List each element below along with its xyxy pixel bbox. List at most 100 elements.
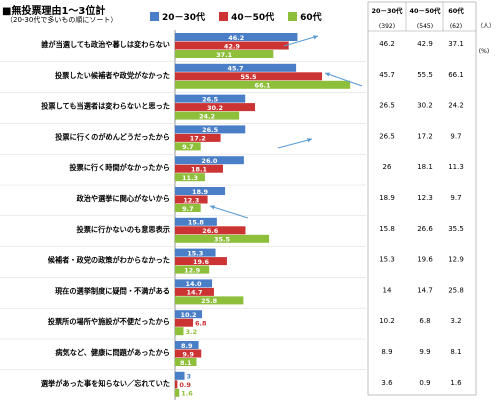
- bar: [175, 341, 199, 349]
- category-label: 投票しても当選者は変わらないと思った: [41, 102, 170, 111]
- bar: [175, 234, 270, 243]
- bar-data-label: 26.6: [202, 227, 219, 235]
- bar: [175, 358, 197, 366]
- bar: [175, 80, 351, 89]
- legend-swatch-60: [288, 12, 298, 21]
- annotation-arrowhead: [210, 205, 215, 210]
- bar-data-label: 19.6: [193, 258, 210, 266]
- chart-title: ■無投票理由1～3位計: [2, 6, 106, 17]
- bar: [175, 142, 201, 151]
- bar: [175, 111, 240, 120]
- table-cell: 1.6: [450, 379, 462, 387]
- table-cell: 8.9: [381, 348, 392, 356]
- bar-data-label: 10.2: [180, 311, 196, 319]
- bar-data-label: 14.7: [186, 289, 202, 297]
- table-base-count: (545): [417, 23, 433, 30]
- table-cell: 15.3: [379, 256, 395, 264]
- table-cell: 26.5: [379, 102, 395, 110]
- table-cell: 35.5: [448, 225, 464, 233]
- category-label: 投票に行くのがめんどうだったから: [55, 132, 170, 141]
- bar: [175, 327, 184, 336]
- bar-data-label: 6.8: [195, 320, 207, 328]
- table-cell: 15.8: [379, 225, 395, 233]
- bar: [175, 371, 185, 380]
- table-cell: 19.6: [417, 256, 433, 264]
- table-cell: 12.9: [448, 256, 464, 264]
- bar-data-label: 12.3: [183, 196, 199, 204]
- bar-data-label: 35.5: [214, 236, 231, 244]
- legend-label-60: 60代: [300, 13, 322, 23]
- bar: [175, 310, 203, 319]
- bar: [175, 103, 256, 112]
- category-label: 選挙があった事を知らない／忘れていた: [41, 379, 170, 388]
- table-header: 60代: [448, 6, 464, 15]
- bar-data-label: 18.9: [192, 188, 209, 196]
- bar: [175, 33, 298, 41]
- bar: [175, 72, 323, 81]
- bar: [175, 125, 246, 134]
- bar-data-label: 9.7: [182, 205, 194, 213]
- category-label: 候補者・政党の政策がわからなかった: [48, 256, 170, 265]
- table-cell: 55.5: [417, 71, 433, 79]
- bar-data-label: 66.1: [255, 82, 272, 90]
- bar-data-label: 15.3: [187, 249, 203, 257]
- bar-data-label: 9.9: [182, 350, 194, 358]
- bar: [175, 257, 227, 266]
- table-cell: 30.2: [417, 102, 433, 110]
- bar-data-label: 8.9: [181, 342, 193, 350]
- table-cell: 42.9: [417, 40, 433, 48]
- bar: [175, 41, 289, 50]
- bar: [175, 133, 221, 142]
- table-header: 40－50代: [409, 6, 441, 15]
- category-label: 政治や選挙に関心がないから: [77, 194, 170, 203]
- bar-data-label: 25.8: [201, 297, 218, 305]
- table-cell: 9.7: [450, 132, 461, 140]
- bar: [175, 187, 226, 195]
- table-header: 20－30代: [371, 6, 403, 15]
- legend-item-60: 60代: [288, 10, 322, 23]
- bar-data-label: 11.3: [182, 174, 198, 182]
- table-cell: 9.7: [450, 194, 461, 202]
- table-unit-pct: (%): [479, 48, 489, 55]
- category-label: 現在の選挙制度に疑問・不満がある: [55, 286, 170, 295]
- bar-data-label: 24.2: [199, 112, 215, 120]
- category-label: 投票所の場所や施設が不便だったから: [48, 317, 170, 326]
- table-cell: 8.1: [450, 348, 461, 356]
- bar: [175, 226, 246, 235]
- bar-data-label: 46.2: [228, 34, 244, 42]
- annotation-arrowhead: [325, 72, 330, 77]
- table-cell: 26.6: [417, 225, 433, 233]
- bar-data-label: 8.1: [180, 359, 192, 367]
- table-unit-people: （人）: [477, 23, 495, 30]
- table-cell: 3.2: [450, 317, 461, 325]
- bar-data-label: 45.7: [228, 65, 244, 73]
- bar-data-label: 15.8: [188, 219, 205, 227]
- table-cell: 25.8: [448, 286, 464, 294]
- table-cell: 17.2: [417, 132, 433, 140]
- bar-data-label: 3: [187, 373, 192, 381]
- bar: [175, 204, 201, 212]
- bar: [175, 296, 244, 305]
- table-cell: 37.1: [448, 40, 464, 48]
- table-cell: 12.3: [417, 194, 433, 202]
- table-cell: 3.6: [381, 379, 393, 387]
- category-label: 投票したい候補者や政党がなかった: [55, 71, 170, 80]
- table-cell: 66.1: [448, 71, 464, 79]
- bar: [175, 380, 178, 389]
- table-base-count: (62): [450, 23, 462, 30]
- legend-item-40-50: 40－50代: [219, 10, 274, 23]
- legend-item-20-30: 20－30代: [150, 10, 205, 23]
- bar-data-label: 26.5: [202, 126, 219, 134]
- bar: [175, 195, 208, 204]
- annotation-arrow: [283, 35, 319, 47]
- bar-data-label: 9.7: [182, 143, 194, 151]
- bar-data-label: 42.9: [224, 42, 241, 50]
- bar-data-label: 3.2: [185, 328, 197, 336]
- table-cell: 14.7: [417, 286, 433, 294]
- table-cell: 26.5: [379, 132, 395, 140]
- legend-label-20-30: 20－30代: [162, 13, 206, 23]
- table-cell: 11.3: [448, 163, 464, 171]
- bar-data-label: 30.2: [207, 104, 223, 112]
- table-cell: 9.9: [419, 348, 430, 356]
- annotation-arrow: [277, 138, 313, 149]
